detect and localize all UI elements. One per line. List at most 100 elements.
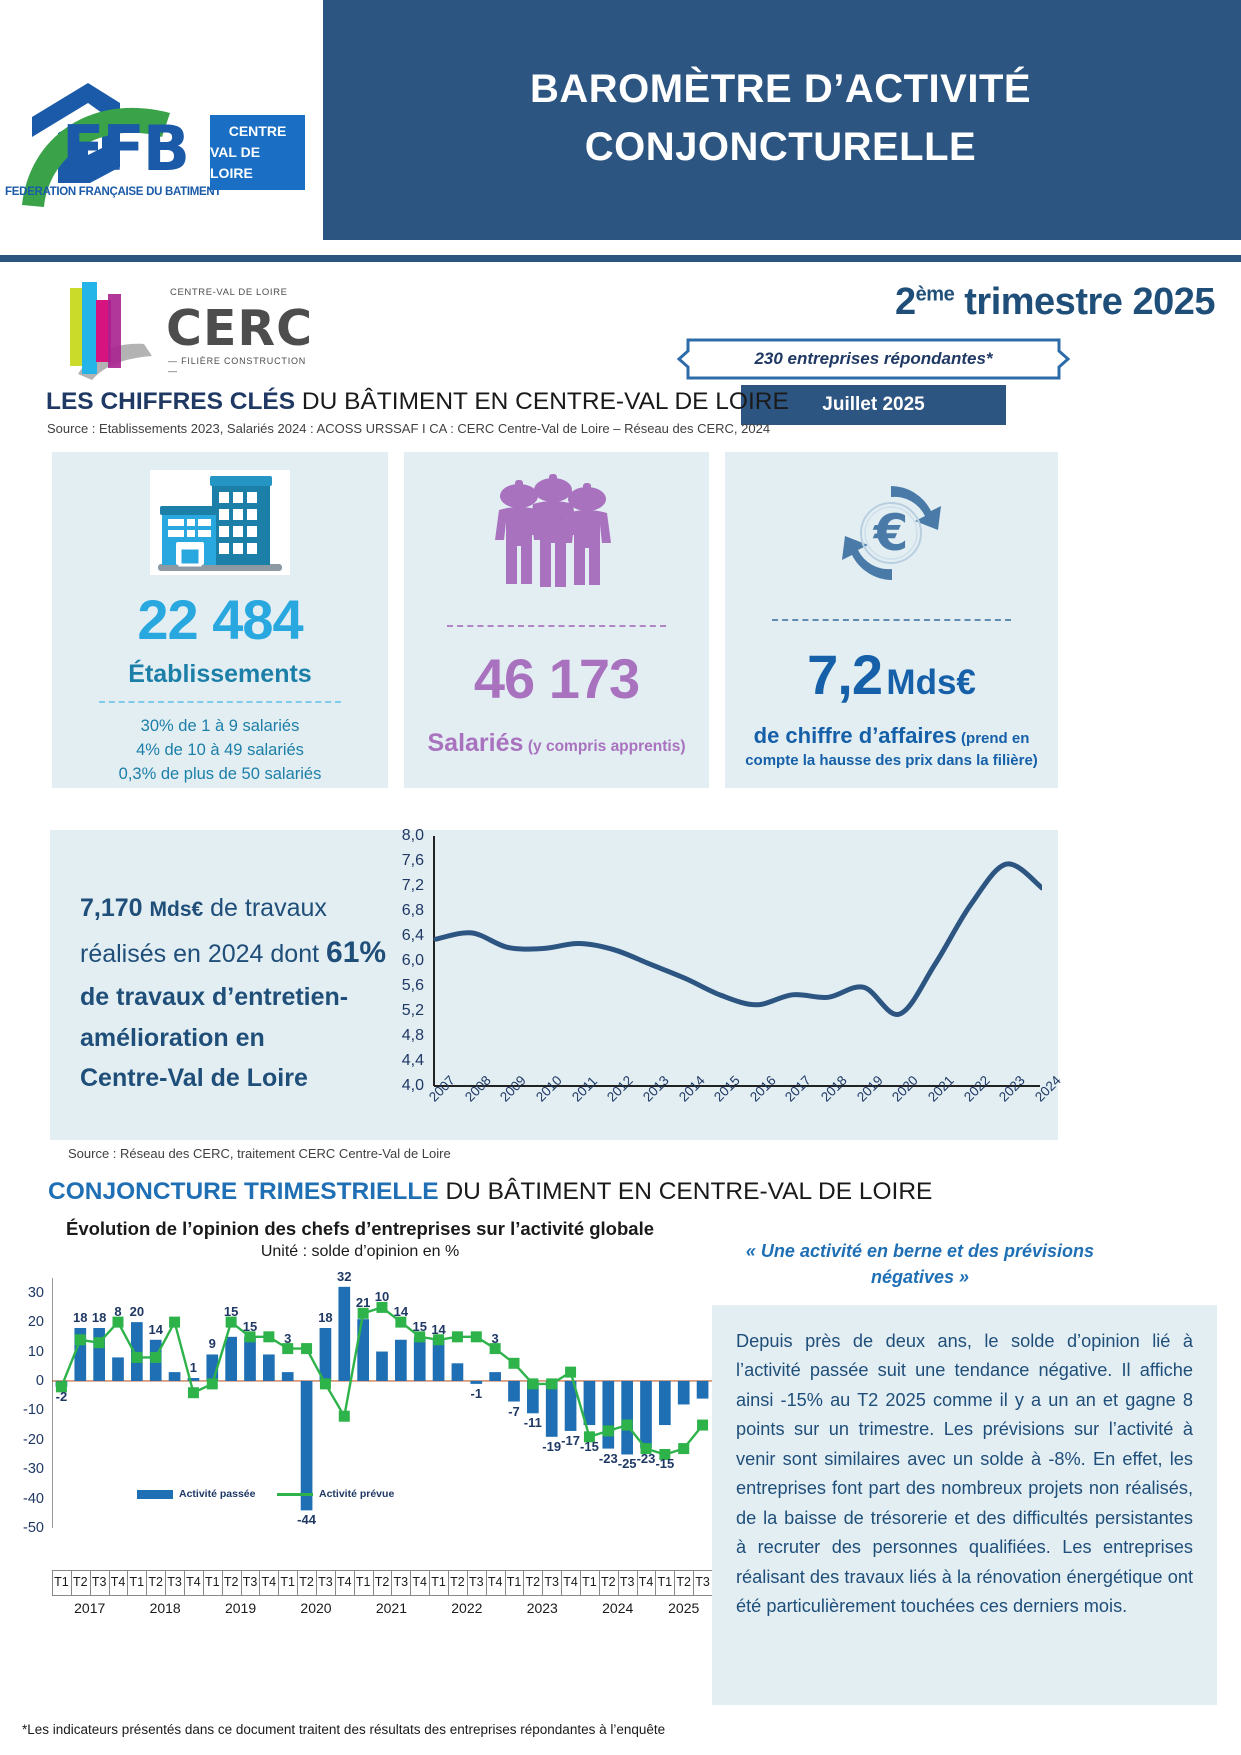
quarter-label: T2 <box>450 1575 465 1589</box>
line-y-tick: 4,0 <box>401 1077 424 1094</box>
bar-activite-passee <box>545 1380 558 1437</box>
marker-activite-prevue <box>74 1334 86 1346</box>
bar-activite-passee <box>659 1380 671 1426</box>
quarter-label: T2 <box>223 1575 239 1589</box>
quarter-separator <box>316 1570 317 1596</box>
quarter-separator <box>561 1570 563 1596</box>
quarter-label: T4 <box>110 1575 126 1589</box>
bar-activite-passee <box>413 1336 426 1381</box>
quarter-label: T4 <box>487 1575 503 1589</box>
quarter-label: T3 <box>318 1575 333 1589</box>
quarter-rest: trimestre 2025 <box>954 281 1215 323</box>
section-2-heading: CONJONCTURE TRIMESTRIELLE DU BÂTIMENT EN… <box>48 1178 932 1206</box>
bar-y-tick: 10 <box>27 1343 44 1360</box>
card-3-label-block: de chiffre d’affaires (prend en compte l… <box>731 723 1052 769</box>
quarter-label: T2 <box>299 1575 314 1589</box>
bar-y-tick: 30 <box>27 1284 44 1301</box>
bar-data-label: 8 <box>114 1304 122 1320</box>
bar-data-label: 15 <box>242 1318 258 1334</box>
bar-activite-passee <box>244 1336 256 1381</box>
quarter-label: T3 <box>544 1575 559 1589</box>
bar-data-label: -23 <box>636 1450 656 1466</box>
quarter-separator <box>580 1570 581 1596</box>
bar-activite-passee <box>395 1339 407 1381</box>
line-y-tick: 5,6 <box>401 977 424 994</box>
quarter-separator <box>278 1570 280 1596</box>
year-label: 2019 <box>224 1600 257 1616</box>
quarter-label: T1 <box>657 1575 673 1589</box>
marker-activite-prevue <box>678 1443 690 1455</box>
ffb-region-badge: CENTRE VAL DE LOIRE <box>210 115 305 190</box>
marker-activite-prevue <box>225 1316 237 1328</box>
year-label: 2025 <box>668 1600 700 1616</box>
card-3-value: 7,2 <box>807 643 883 706</box>
bar-activite-passee <box>583 1380 596 1426</box>
bar-activite-passee <box>451 1363 464 1381</box>
quarter-label: T2 <box>148 1575 163 1589</box>
line-caption-row-5: Centre-Val de Loire <box>80 1064 308 1093</box>
ffb-badge-line2: VAL DE LOIRE <box>210 144 261 181</box>
bar-activite-passee <box>564 1380 577 1431</box>
card-2-label-row: Salariés (y compris apprentis) <box>428 729 686 758</box>
respondents-badge-frame <box>676 338 1071 380</box>
bar-activite-passee <box>357 1319 369 1381</box>
quarter-label: T4 <box>412 1575 427 1589</box>
card-2-label-suffix: (y compris apprentis) <box>527 738 686 755</box>
bar-y-tick: -10 <box>23 1402 44 1419</box>
quarter-label: T3 <box>91 1575 107 1589</box>
bar-chart-subtitle: Unité : solde d’opinion en % <box>260 1243 460 1260</box>
card-3-subline-0: compte la hausse des prix dans la filièr… <box>745 752 1038 769</box>
bar-activite-passee <box>602 1380 615 1449</box>
ffb-logo <box>10 55 315 225</box>
card-chiffre-affaires: € 7,2 Mds€ de chiffre d’affaires (prend … <box>725 452 1058 788</box>
marker-activite-prevue <box>395 1316 407 1328</box>
bar-activite-passee <box>225 1336 237 1381</box>
bar-y-tick: -40 <box>23 1490 44 1507</box>
quarter-label: T4 <box>563 1575 578 1589</box>
cerc-top-label: CENTRE-VAL DE LOIRE <box>170 287 288 298</box>
ffb-logo-mark <box>22 83 170 207</box>
marker-activite-prevue <box>263 1331 275 1343</box>
bar-data-label: -19 <box>542 1438 562 1454</box>
bar-data-label: 18 <box>73 1310 88 1325</box>
bar-data-label: 18 <box>318 1310 333 1325</box>
line-y-tick: 7,6 <box>401 852 424 869</box>
quarter-label: T1 <box>582 1575 597 1589</box>
bar-activite-passee <box>187 1378 200 1381</box>
section-1-heading-bold: LES CHIFFRES CLÉS <box>46 388 296 415</box>
bar-chart-title: Évolution de l’opinion des chefs d’entre… <box>65 1218 655 1239</box>
section-1-heading-rest: DU BÂTIMENT EN CENTRE-VAL DE LOIRE <box>295 388 789 415</box>
marker-activite-prevue <box>414 1331 426 1343</box>
ffb-badge-line1: CENTRE <box>228 123 287 139</box>
card-2-label: Salariés <box>427 729 524 757</box>
legend-label: Activité passée <box>179 1488 256 1500</box>
marker-activite-prevue <box>433 1334 445 1346</box>
bar-data-label: -23 <box>598 1450 618 1466</box>
page-footnote: *Les indicateurs présentés dans ce docum… <box>22 1722 666 1737</box>
quarter-separator <box>466 1570 468 1596</box>
line-chart: 8,0 7,6 7,2 6,8 6,4 6,0 5,6 5,2 4,8 4,4 4,0 2007 20… <box>402 827 1064 1136</box>
bar-data-label: 14 <box>393 1304 409 1320</box>
bar-activite-passee <box>432 1339 445 1381</box>
bar-data-label: 15 <box>412 1318 427 1334</box>
bar-chart-plot <box>52 1278 712 1528</box>
line-y-tick: 6,4 <box>401 927 424 944</box>
bar-chart-x-axis: T1 T2 T3 T4 T1 T2 T3 T4 T1 T2 T3 T4 T1 T2 T3 T4 T1 T2 T3 T4… <box>12 1570 712 1660</box>
line-caption-row-3: de travaux d’entretien- <box>80 983 349 1012</box>
quarter-separator <box>52 1570 53 1596</box>
bar-data-label: -17 <box>561 1432 580 1448</box>
bar-data-label: 14 <box>431 1321 446 1337</box>
section-1-heading: LES CHIFFRES CLÉS DU BÂTIMENT EN CENTRE-… <box>46 388 789 416</box>
respondents-badge: 230 entreprises répondantes* <box>676 337 1071 381</box>
quarter-separator <box>334 1570 336 1596</box>
marker-activite-prevue <box>376 1301 388 1313</box>
section-1-source: Source : Etablissements 2023, Salariés 2… <box>47 421 771 436</box>
quarter-label: T1 <box>355 1575 371 1589</box>
marker-activite-prevue <box>55 1381 67 1393</box>
quarter-label-row <box>52 1570 712 1596</box>
bar-activite-passee <box>168 1372 181 1381</box>
marker-activite-prevue <box>319 1378 331 1390</box>
marker-activite-prevue <box>451 1331 463 1343</box>
commentary-panel: Depuis près de deux ans, le solde d’opin… <box>712 1305 1217 1705</box>
bar-activite-passee <box>489 1372 501 1381</box>
